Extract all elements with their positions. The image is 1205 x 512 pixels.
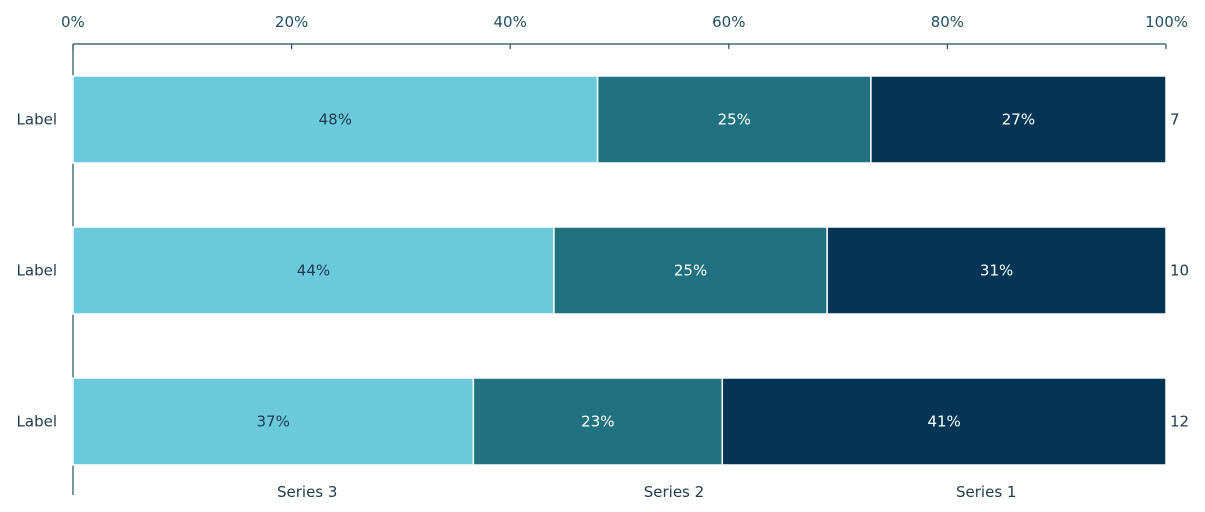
x-tick-label: 20%: [275, 13, 308, 31]
legend-entry: Series 3: [277, 483, 337, 501]
category-label: Label: [17, 111, 57, 129]
legend: Series 3 Series 2 Series 1: [277, 483, 1016, 501]
x-tick-label: 40%: [494, 13, 527, 31]
bar-segment: [721, 377, 1167, 466]
data-label: 23%: [581, 413, 614, 431]
bars: 48% 25% 27% 44% 25% 31% 37% 23% 41%: [72, 75, 1167, 466]
legend-entry: Series 2: [644, 483, 704, 501]
x-tick-label: 60%: [712, 13, 745, 31]
bar-segment: [826, 226, 1167, 315]
data-label: 27%: [1002, 111, 1035, 129]
category-label: Label: [17, 262, 57, 280]
bar-segment: [472, 377, 724, 466]
x-tick-label: 80%: [931, 13, 964, 31]
category-label: Label: [17, 413, 57, 431]
bar-segment: [870, 75, 1167, 164]
bar-segment: [72, 377, 475, 466]
total-label: 10: [1170, 262, 1189, 280]
total-label: 12: [1170, 413, 1189, 431]
bar-segment: [72, 226, 555, 315]
data-label: 31%: [980, 262, 1013, 280]
data-label: 25%: [718, 111, 751, 129]
x-tick-label: 100%: [1145, 13, 1188, 31]
data-label: 37%: [257, 413, 290, 431]
data-label: 25%: [674, 262, 707, 280]
bar-segment: [596, 75, 872, 164]
data-label: 48%: [319, 111, 352, 129]
bar-segment: [72, 75, 599, 164]
total-labels: 7 10 12: [1170, 111, 1189, 431]
data-label: 41%: [927, 413, 960, 431]
category-labels: Label Label Label: [17, 111, 57, 431]
legend-entry: Series 1: [956, 483, 1016, 501]
x-tick-label: 0%: [61, 13, 85, 31]
total-label: 7: [1170, 111, 1180, 129]
data-label: 44%: [297, 262, 330, 280]
